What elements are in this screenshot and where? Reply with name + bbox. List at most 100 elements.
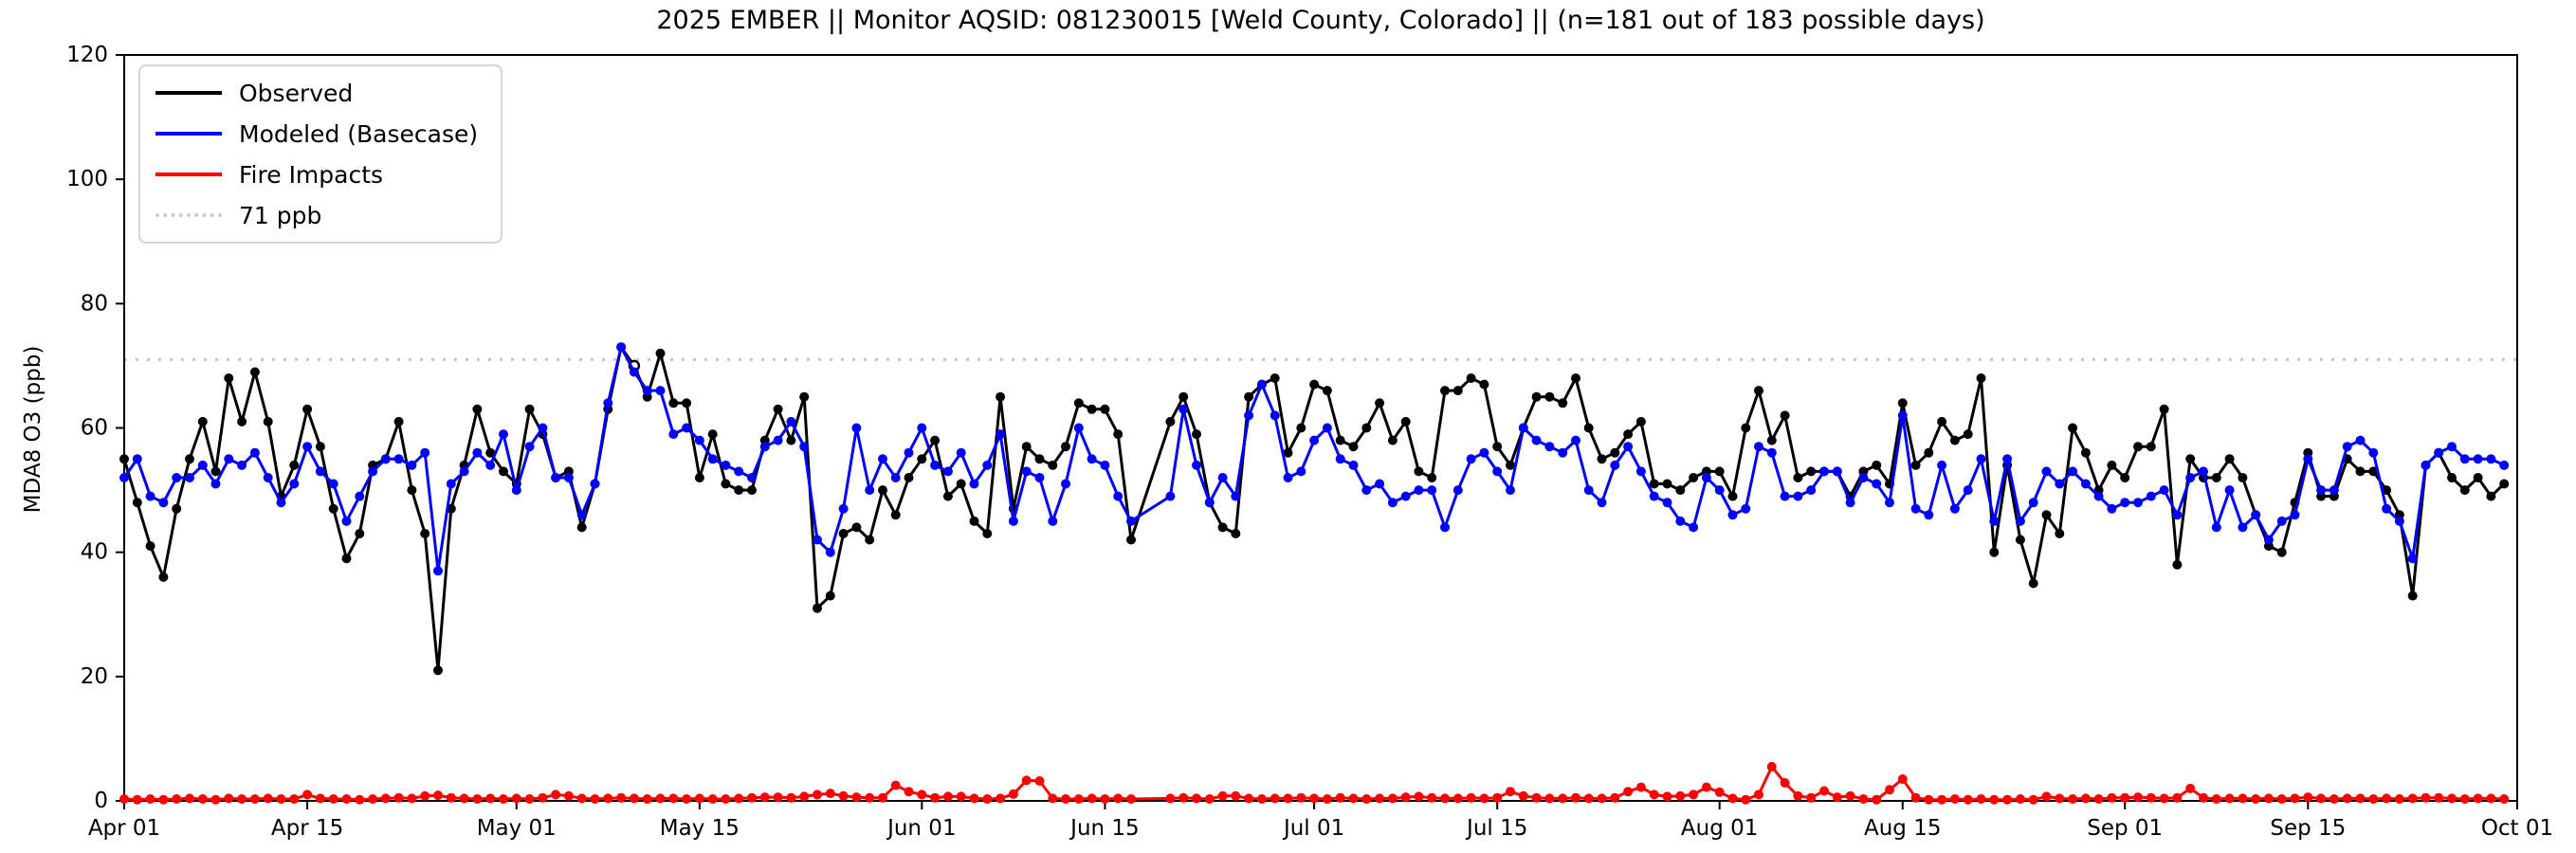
- data-point: [2107, 792, 2117, 803]
- data-point: [2329, 794, 2339, 804]
- legend-swatch-dotted-line: [155, 213, 222, 217]
- data-point: [1073, 423, 1084, 433]
- data-point: [1400, 491, 1411, 501]
- data-point: [420, 447, 430, 458]
- data-point: [1910, 460, 1921, 470]
- data-point: [368, 794, 378, 804]
- data-point: [799, 442, 810, 452]
- data-point: [1741, 423, 1751, 433]
- data-point: [328, 794, 338, 804]
- data-point: [694, 435, 704, 445]
- data-point: [1375, 793, 1385, 804]
- modeled-basecase--series: [119, 342, 2510, 576]
- data-point: [1387, 498, 1398, 508]
- data-point: [1924, 794, 1934, 805]
- data-point: [969, 479, 979, 489]
- data-point: [1610, 792, 1620, 803]
- data-point: [2172, 792, 2183, 803]
- data-point: [185, 793, 194, 804]
- data-point: [145, 541, 155, 552]
- data-point: [682, 794, 692, 804]
- data-point: [1583, 793, 1594, 804]
- data-point: [1832, 792, 1842, 803]
- data-point: [2473, 454, 2483, 464]
- data-point: [328, 479, 338, 489]
- x-axis: Apr 01 Apr 15 May 01 May 15 Jun 01 Jun 15 Jul …: [88, 801, 2553, 841]
- data-point: [1361, 485, 1372, 496]
- data-point: [1544, 391, 1555, 402]
- data-point: [1689, 473, 1699, 482]
- data-point: [472, 404, 483, 414]
- data-point: [2185, 473, 2196, 482]
- data-point: [825, 789, 835, 799]
- data-point: [1021, 442, 1032, 452]
- data-point: [185, 473, 194, 482]
- data-point: [1963, 485, 1973, 496]
- data-point: [2224, 793, 2235, 804]
- data-point: [1662, 791, 1672, 802]
- data-point: [1623, 429, 1634, 440]
- data-point: [407, 793, 417, 804]
- data-point: [1165, 416, 1176, 426]
- data-point: [1440, 793, 1450, 804]
- data-point: [2002, 454, 2013, 464]
- data-point: [315, 442, 325, 452]
- data-point: [2015, 516, 2025, 526]
- data-point: [2329, 485, 2339, 496]
- data-point: [2133, 792, 2143, 803]
- data-point: [1414, 466, 1424, 477]
- data-point: [263, 473, 273, 482]
- data-point: [878, 792, 887, 803]
- data-point: [773, 792, 783, 803]
- data-point: [2316, 793, 2327, 804]
- data-point: [2015, 794, 2025, 804]
- data-point: [1793, 790, 1803, 801]
- data-point: [917, 454, 927, 464]
- data-point: [838, 790, 849, 801]
- data-point: [2263, 535, 2274, 545]
- data-point: [172, 794, 182, 804]
- data-point: [249, 367, 260, 377]
- data-point: [1518, 423, 1528, 433]
- data-point: [2459, 794, 2470, 804]
- data-point: [996, 391, 1006, 402]
- data-point: [2486, 491, 2496, 501]
- legend-label: Fire Impacts: [239, 160, 384, 189]
- data-point: [1675, 790, 1686, 801]
- data-point: [1623, 442, 1634, 452]
- data-point: [642, 794, 652, 804]
- data-point: [1793, 473, 1803, 482]
- data-point: [2303, 792, 2313, 803]
- data-point: [263, 793, 273, 804]
- data-point: [1231, 491, 1241, 501]
- data-point: [2421, 460, 2431, 470]
- data-point: [2434, 447, 2444, 458]
- data-point: [1910, 792, 1921, 803]
- data-point: [2172, 510, 2183, 520]
- data-point: [1466, 373, 1476, 383]
- data-point: [969, 516, 979, 526]
- data-point: [1309, 379, 1320, 390]
- data-point: [2211, 794, 2221, 804]
- data-point: [1165, 793, 1176, 804]
- data-point: [1479, 793, 1489, 804]
- data-point: [1296, 423, 1306, 433]
- data-point: [289, 794, 300, 804]
- observed-series: [119, 342, 2510, 676]
- data-point: [851, 423, 862, 433]
- data-point: [1714, 485, 1725, 496]
- y-tick-label: 40: [81, 540, 108, 565]
- data-point: [145, 794, 155, 804]
- data-point: [1506, 485, 1515, 496]
- data-point: [1466, 454, 1476, 464]
- data-point: [1008, 789, 1018, 799]
- data-point: [1754, 442, 1763, 452]
- data-point: [2055, 793, 2065, 804]
- data-point: [2355, 466, 2366, 477]
- data-point: [721, 460, 731, 470]
- data-point: [694, 473, 704, 482]
- data-point: [1832, 466, 1842, 477]
- data-point: [1335, 435, 1345, 445]
- data-point: [2447, 793, 2457, 804]
